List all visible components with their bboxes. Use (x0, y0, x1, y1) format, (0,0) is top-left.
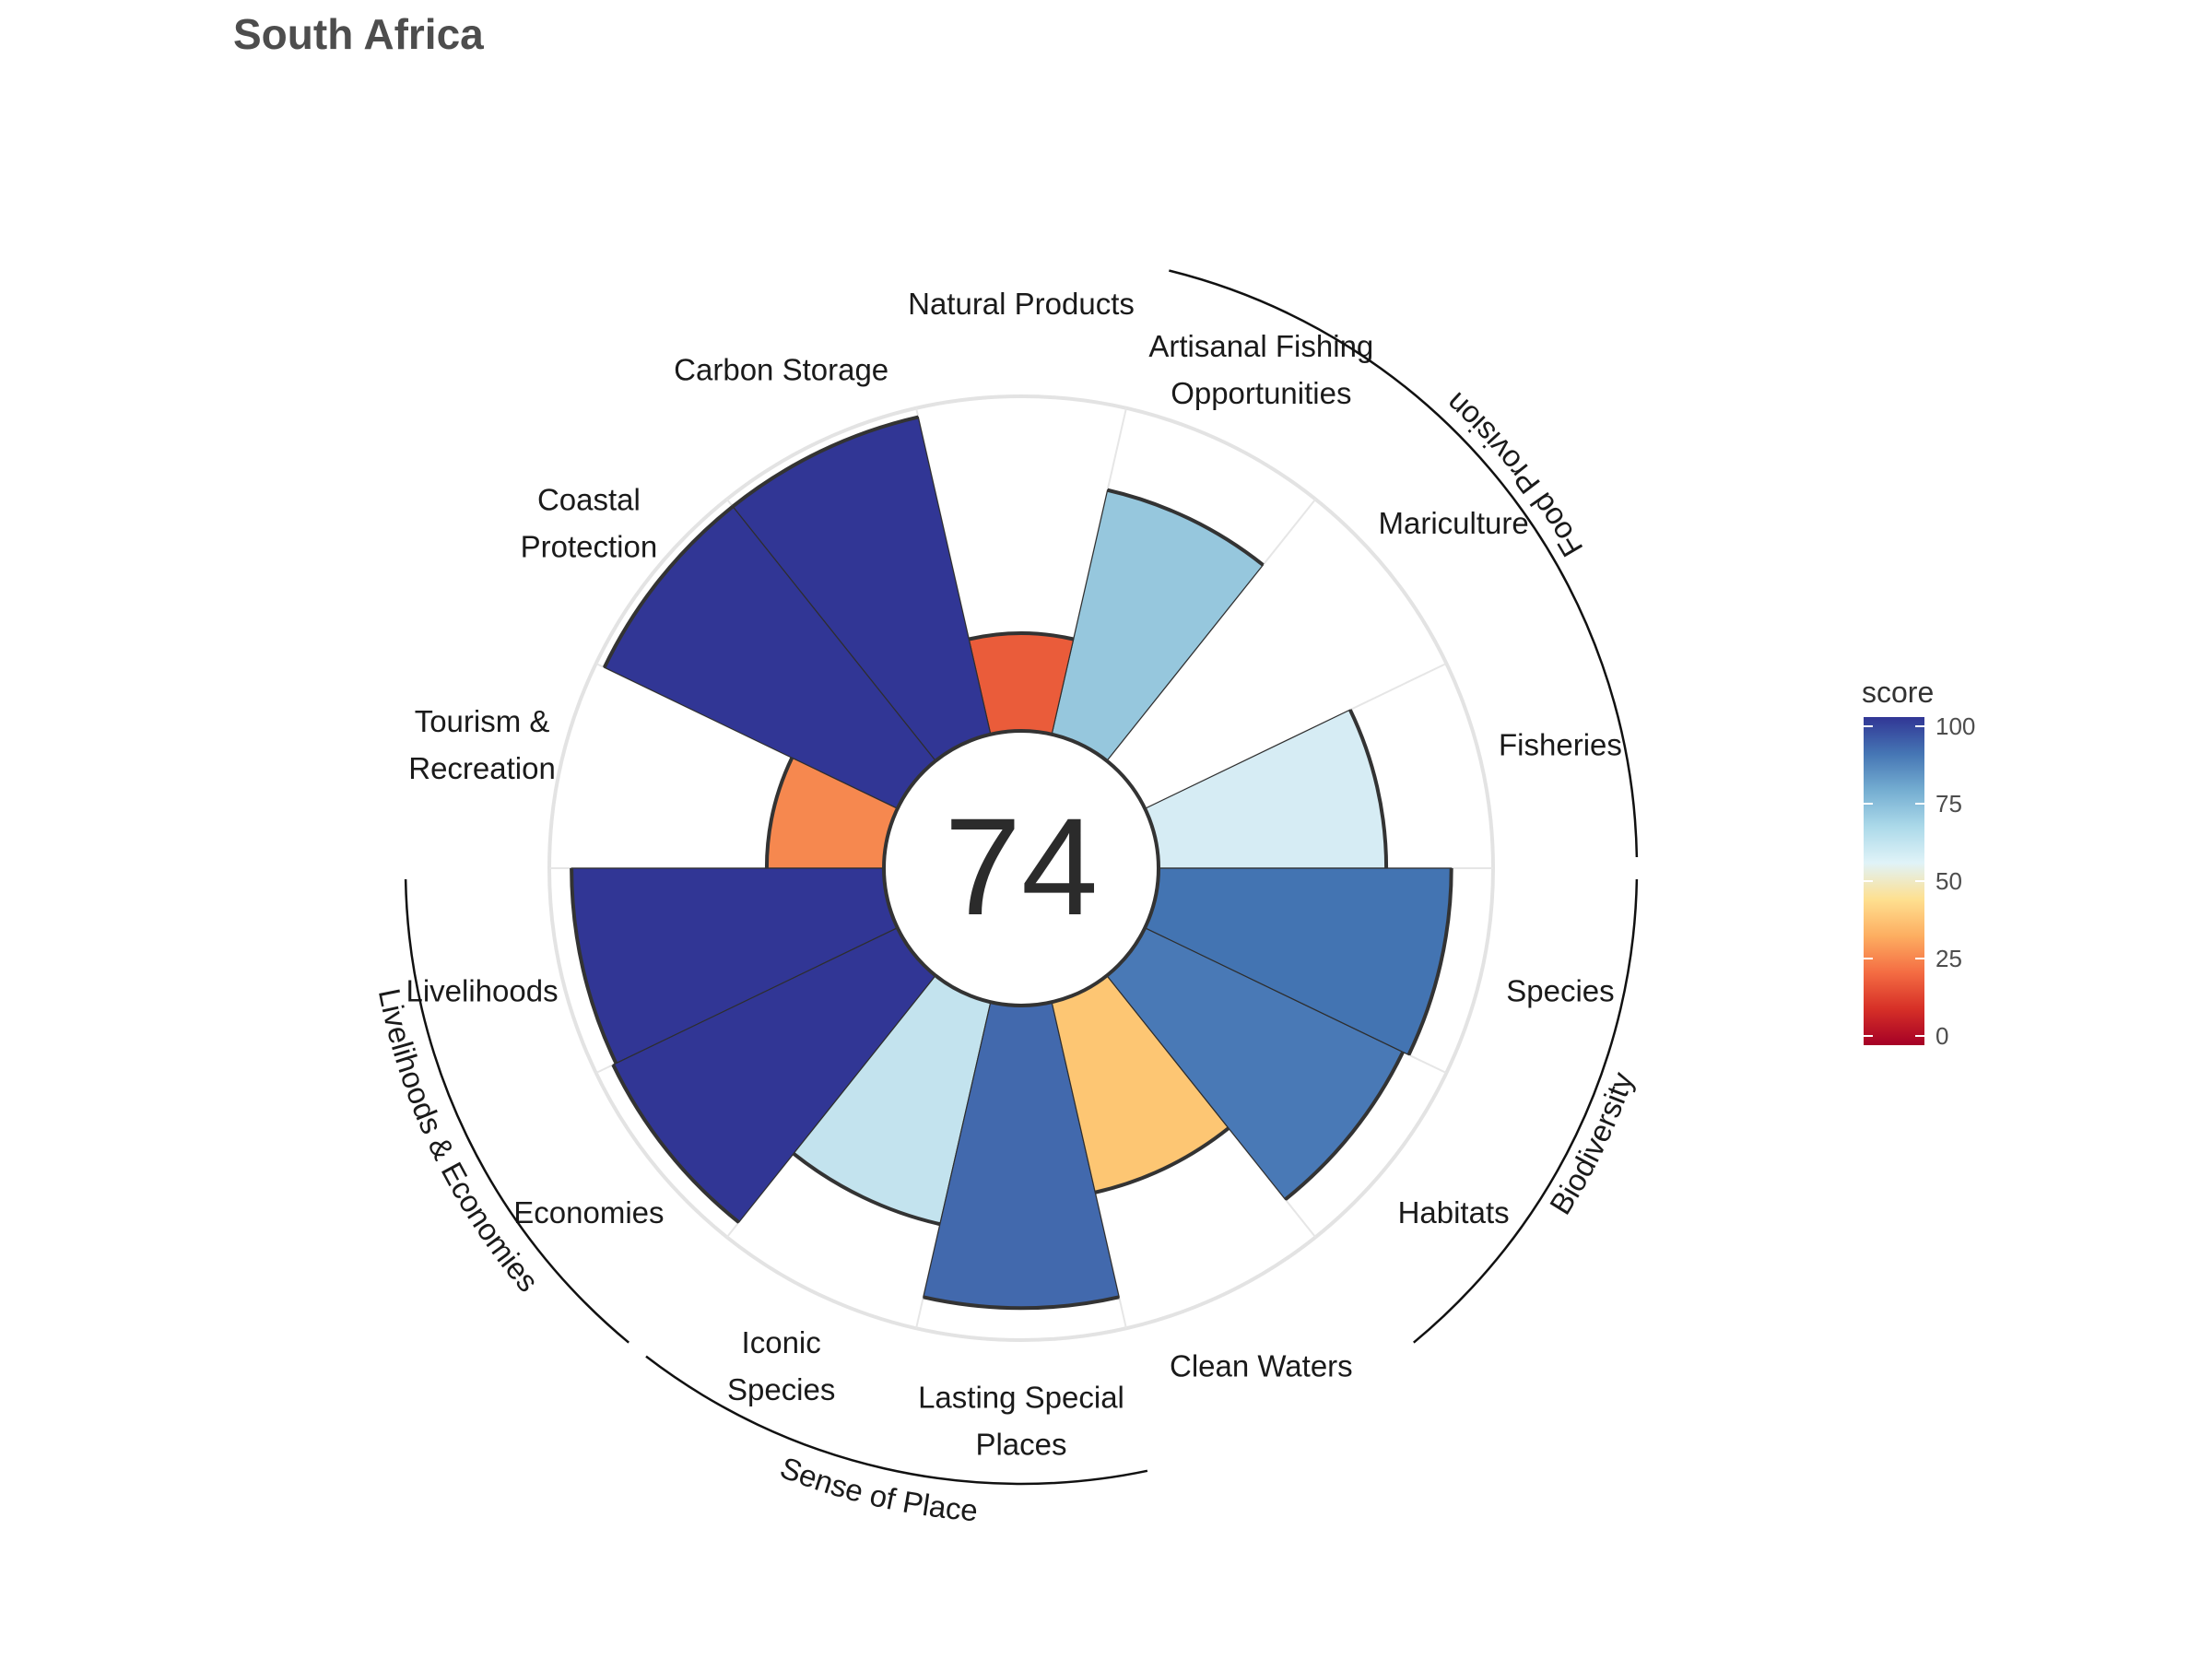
outline-layer (570, 415, 1453, 1311)
goal-label-species: Species (1506, 974, 1614, 1008)
center-circle (882, 729, 1160, 1007)
group-arc (404, 878, 629, 1344)
petal-iconic-species-edge (792, 1152, 941, 1227)
goal-label-iconic-species: Iconic Species (727, 1325, 835, 1406)
petal-livelihoods-edge (570, 867, 618, 1065)
petal-layer (571, 416, 1453, 1309)
goal-label-habitats: Habitats (1398, 1195, 1510, 1230)
goal-label-livelihoods: Livelihoods (406, 974, 558, 1008)
goal-label-natural-products: Natural Products (908, 287, 1135, 321)
group-label-livelihoods-economies: Livelihoods & Economies (372, 985, 546, 1298)
petal-carbon-storage-edge (731, 415, 919, 509)
legend-tick-label: 75 (1936, 790, 1962, 818)
goal-label-mariculture: Mariculture (1378, 506, 1528, 540)
goal-label-artisanal-fishing-opportunities: Artisanal Fishing Opportunities (1148, 329, 1373, 410)
group-label-biodiversity: Biodiversity (1543, 1067, 1640, 1220)
legend-tick-label: 0 (1936, 1022, 1948, 1050)
legend-title: score (1862, 676, 1934, 709)
group-arc (1413, 878, 1639, 1344)
petal-species-edge (1406, 867, 1453, 1056)
group-arc (645, 1355, 1148, 1486)
legend-tick-label: 50 (1936, 867, 1962, 895)
petal-artisanal-fishing-opportunities-edge (1107, 488, 1265, 567)
petal-fisheries (1144, 709, 1387, 869)
goal-label-fisheries: Fisheries (1499, 727, 1622, 761)
petal-lasting-special-places-edge (923, 1295, 1120, 1311)
center-score: 74 (945, 789, 1099, 944)
petal-natural-products-edge (968, 631, 1075, 641)
legend-tick-label: 25 (1936, 945, 1962, 972)
legend-tick-label: 100 (1936, 712, 1975, 740)
score-legend: score 100 75 50 25 0 (1862, 676, 1975, 1050)
group-label-sense-of-place: Sense of Place (776, 1450, 980, 1527)
group-arc (1169, 269, 1639, 858)
petal-economies-edge (611, 1064, 740, 1224)
goal-label-coastal-protection: Coastal Protection (521, 482, 658, 563)
goal-label-lasting-special-places: Lasting Special Places (918, 1381, 1124, 1462)
goal-label-clean-waters: Clean Waters (1170, 1349, 1353, 1383)
petal-fisheries-edge (1348, 709, 1389, 869)
petal-habitats-edge (1284, 1051, 1405, 1201)
label-layer: Fisheries Mariculture Artisanal Fishing Opp… (406, 287, 1621, 1462)
goal-label-tourism-recreation: Tourism & Recreation (408, 704, 556, 785)
petal-clean-waters-edge (1094, 1126, 1230, 1194)
petal-artisanal-fishing-opportunities (1051, 489, 1265, 762)
page-title: South Africa (233, 10, 484, 58)
goal-label-carbon-storage: Carbon Storage (674, 352, 888, 386)
petal-tourism-recreation-edge (764, 757, 794, 869)
center-layer: 74 (882, 729, 1160, 1007)
legend-colorbar (1864, 717, 1924, 1045)
petal-coastal-protection-edge (602, 504, 735, 669)
goal-label-economies: Economies (513, 1195, 664, 1230)
